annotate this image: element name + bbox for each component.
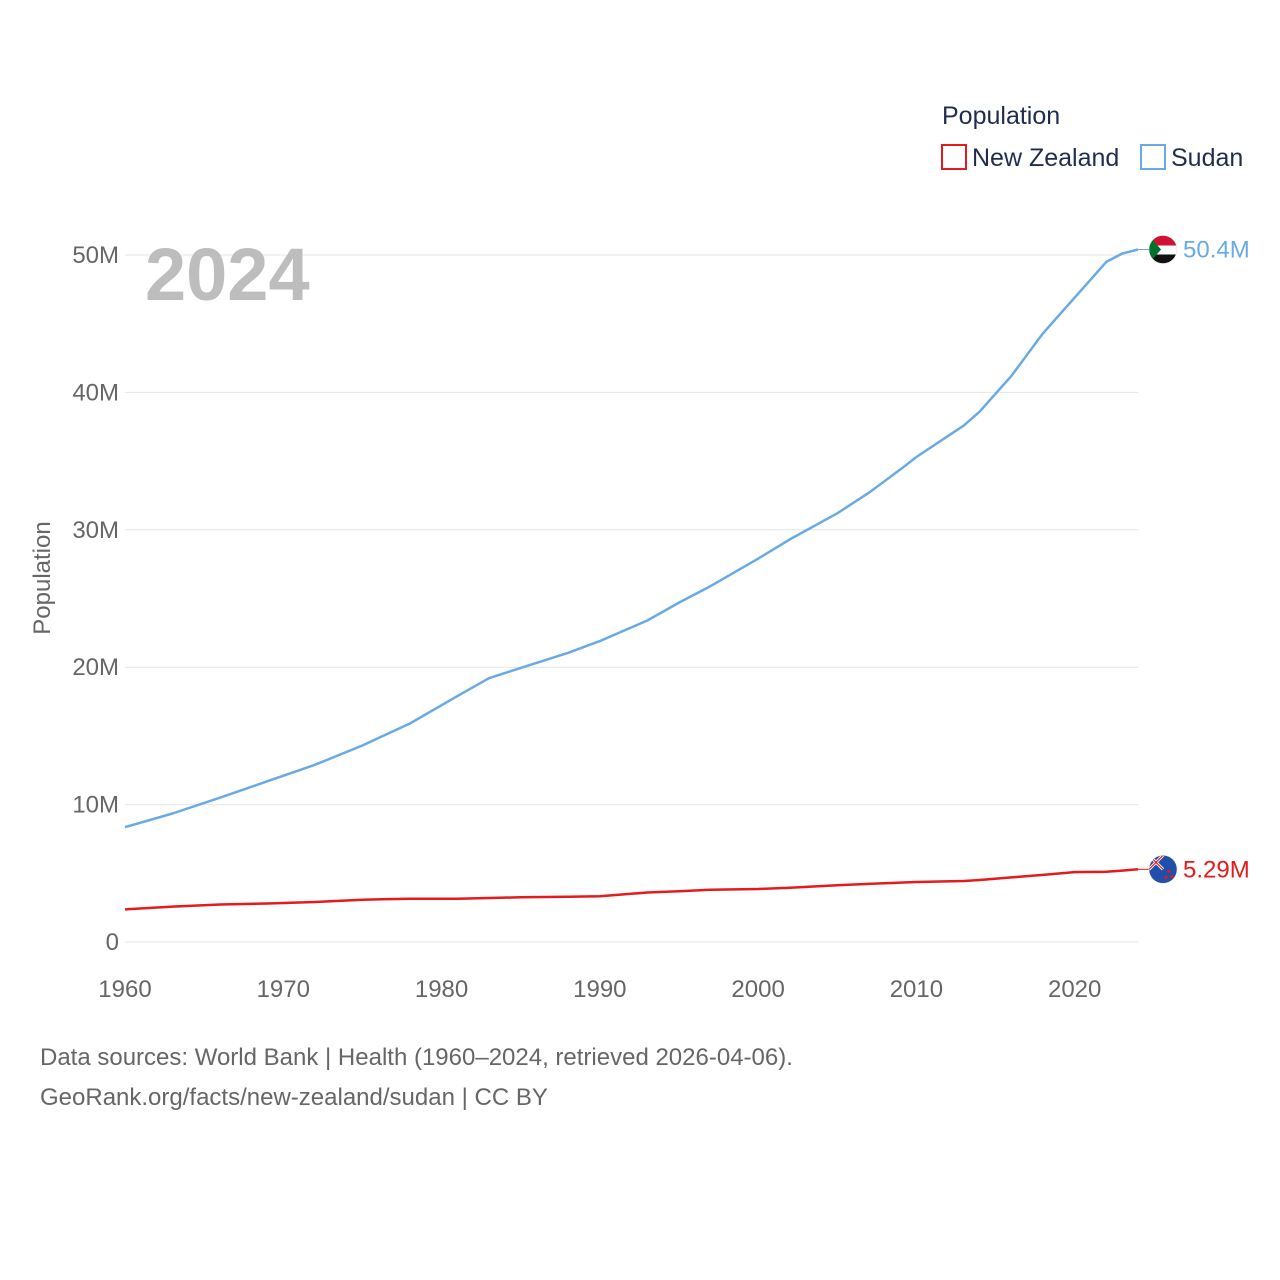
x-tick-label: 2000 (731, 976, 784, 1003)
year-label: 2024 (145, 233, 310, 316)
y-axis-title: Population (29, 521, 56, 634)
y-tick-label: 10M (72, 792, 119, 819)
series-layer: 5.29M 50.4M (124, 235, 1250, 911)
legend-swatch-sudan (1140, 144, 1166, 170)
y-tick-label: 30M (72, 517, 119, 544)
sudan-flag-icon (1148, 235, 1178, 264)
x-tick-label: 1970 (257, 976, 310, 1003)
legend-title: Population (942, 102, 1060, 130)
new-zealand-flag-icon (1148, 855, 1178, 884)
legend-label-new-zealand: New Zealand (972, 144, 1119, 172)
x-tick-label: 1960 (98, 976, 151, 1003)
footer-attribution[interactable]: GeoRank.org/facts/new-zealand/sudan | CC… (40, 1084, 548, 1111)
series-line-sudan (124, 248, 1139, 829)
legend: Population New Zealand Sudan (941, 102, 1243, 172)
population-chart: 0 10M 20M 30M 40M 50M 1960 1970 1980 1990 2000 201… (29, 102, 1250, 1003)
x-tick-label: 2020 (1048, 976, 1101, 1003)
legend-label-sudan: Sudan (1171, 144, 1243, 172)
footer-sources: Data sources: World Bank | Health (1960–… (40, 1044, 793, 1071)
legend-swatch-new-zealand (941, 144, 967, 170)
y-tick-label: 0 (106, 929, 119, 956)
legend-item-new-zealand[interactable]: New Zealand (941, 144, 1119, 172)
x-tick-label: 1980 (415, 976, 468, 1003)
y-tick-label: 40M (72, 379, 119, 406)
x-tick-label: 1990 (573, 976, 626, 1003)
end-value-label-new-zealand: 5.29M (1183, 856, 1250, 883)
x-axis-ticks: 1960 1970 1980 1990 2000 2010 2020 (98, 976, 1101, 1003)
legend-item-sudan[interactable]: Sudan (1140, 144, 1243, 172)
grid-lines (125, 254, 1138, 943)
y-axis-ticks: 0 10M 20M 30M 40M 50M (72, 242, 119, 956)
x-tick-label: 2010 (890, 976, 943, 1003)
y-tick-label: 20M (72, 654, 119, 681)
end-value-label-sudan: 50.4M (1183, 237, 1250, 264)
series-line-new-zealand (124, 868, 1139, 911)
y-tick-label: 50M (72, 242, 119, 269)
